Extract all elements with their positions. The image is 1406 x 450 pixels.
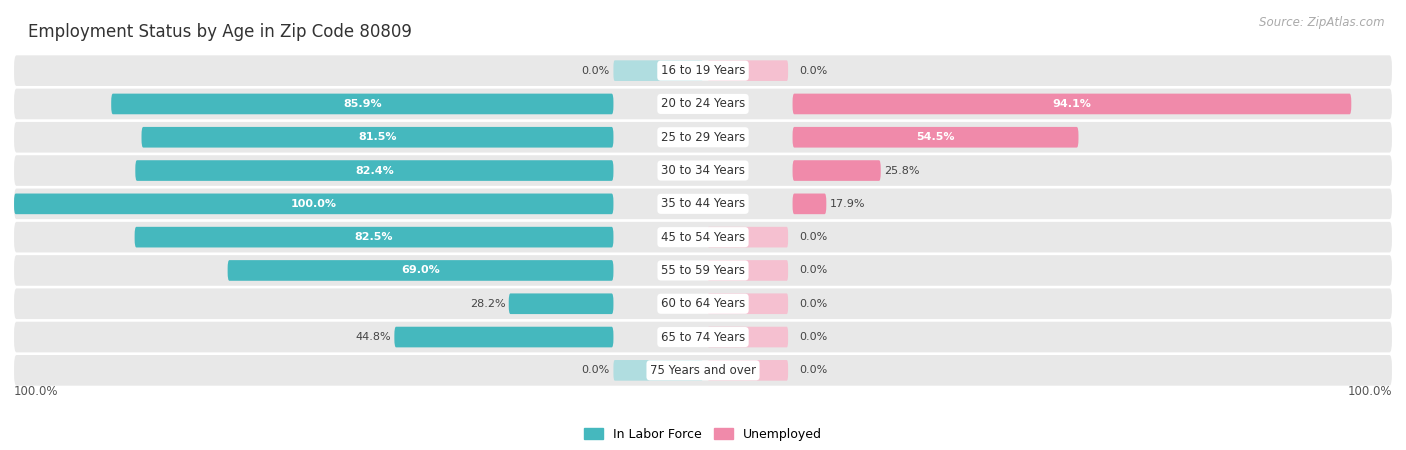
Text: 44.8%: 44.8% bbox=[356, 332, 391, 342]
FancyBboxPatch shape bbox=[14, 189, 1392, 219]
FancyBboxPatch shape bbox=[14, 222, 1392, 252]
Text: 30 to 34 Years: 30 to 34 Years bbox=[661, 164, 745, 177]
Text: Source: ZipAtlas.com: Source: ZipAtlas.com bbox=[1260, 16, 1385, 29]
Text: 81.5%: 81.5% bbox=[359, 132, 396, 142]
Text: 28.2%: 28.2% bbox=[470, 299, 505, 309]
Text: 25 to 29 Years: 25 to 29 Years bbox=[661, 131, 745, 144]
FancyBboxPatch shape bbox=[793, 94, 1351, 114]
Text: 54.5%: 54.5% bbox=[917, 132, 955, 142]
Text: Employment Status by Age in Zip Code 80809: Employment Status by Age in Zip Code 808… bbox=[28, 22, 412, 40]
FancyBboxPatch shape bbox=[14, 322, 1392, 352]
FancyBboxPatch shape bbox=[14, 122, 1392, 153]
Text: 16 to 19 Years: 16 to 19 Years bbox=[661, 64, 745, 77]
FancyBboxPatch shape bbox=[793, 160, 880, 181]
Text: 65 to 74 Years: 65 to 74 Years bbox=[661, 331, 745, 343]
Text: 35 to 44 Years: 35 to 44 Years bbox=[661, 198, 745, 210]
FancyBboxPatch shape bbox=[111, 94, 613, 114]
Text: 0.0%: 0.0% bbox=[800, 332, 828, 342]
Text: 0.0%: 0.0% bbox=[582, 365, 610, 375]
Text: 82.5%: 82.5% bbox=[354, 232, 394, 242]
FancyBboxPatch shape bbox=[707, 60, 789, 81]
Text: 0.0%: 0.0% bbox=[800, 266, 828, 275]
FancyBboxPatch shape bbox=[707, 227, 789, 248]
FancyBboxPatch shape bbox=[228, 260, 613, 281]
Text: 0.0%: 0.0% bbox=[800, 299, 828, 309]
Text: 94.1%: 94.1% bbox=[1053, 99, 1091, 109]
FancyBboxPatch shape bbox=[14, 55, 1392, 86]
Legend: In Labor Force, Unemployed: In Labor Force, Unemployed bbox=[583, 428, 823, 441]
Text: 0.0%: 0.0% bbox=[582, 66, 610, 76]
Text: 100.0%: 100.0% bbox=[14, 386, 59, 399]
FancyBboxPatch shape bbox=[14, 255, 1392, 286]
FancyBboxPatch shape bbox=[14, 355, 1392, 386]
FancyBboxPatch shape bbox=[707, 260, 789, 281]
FancyBboxPatch shape bbox=[707, 293, 789, 314]
FancyBboxPatch shape bbox=[394, 327, 613, 347]
Text: 85.9%: 85.9% bbox=[343, 99, 381, 109]
Text: 100.0%: 100.0% bbox=[1347, 386, 1392, 399]
Text: 17.9%: 17.9% bbox=[830, 199, 865, 209]
FancyBboxPatch shape bbox=[14, 89, 1392, 119]
FancyBboxPatch shape bbox=[613, 360, 703, 381]
FancyBboxPatch shape bbox=[14, 288, 1392, 319]
Text: 100.0%: 100.0% bbox=[291, 199, 337, 209]
FancyBboxPatch shape bbox=[14, 194, 613, 214]
Text: 0.0%: 0.0% bbox=[800, 66, 828, 76]
FancyBboxPatch shape bbox=[142, 127, 613, 148]
FancyBboxPatch shape bbox=[793, 194, 827, 214]
Text: 69.0%: 69.0% bbox=[401, 266, 440, 275]
Text: 0.0%: 0.0% bbox=[800, 232, 828, 242]
Text: 55 to 59 Years: 55 to 59 Years bbox=[661, 264, 745, 277]
FancyBboxPatch shape bbox=[509, 293, 613, 314]
FancyBboxPatch shape bbox=[707, 327, 789, 347]
Text: 60 to 64 Years: 60 to 64 Years bbox=[661, 297, 745, 310]
FancyBboxPatch shape bbox=[14, 155, 1392, 186]
Text: 25.8%: 25.8% bbox=[884, 166, 920, 176]
FancyBboxPatch shape bbox=[613, 60, 703, 81]
Text: 20 to 24 Years: 20 to 24 Years bbox=[661, 98, 745, 110]
FancyBboxPatch shape bbox=[135, 227, 613, 248]
FancyBboxPatch shape bbox=[707, 360, 789, 381]
Text: 0.0%: 0.0% bbox=[800, 365, 828, 375]
FancyBboxPatch shape bbox=[135, 160, 613, 181]
FancyBboxPatch shape bbox=[793, 127, 1078, 148]
Text: 82.4%: 82.4% bbox=[354, 166, 394, 176]
Text: 75 Years and over: 75 Years and over bbox=[650, 364, 756, 377]
Text: 45 to 54 Years: 45 to 54 Years bbox=[661, 231, 745, 243]
